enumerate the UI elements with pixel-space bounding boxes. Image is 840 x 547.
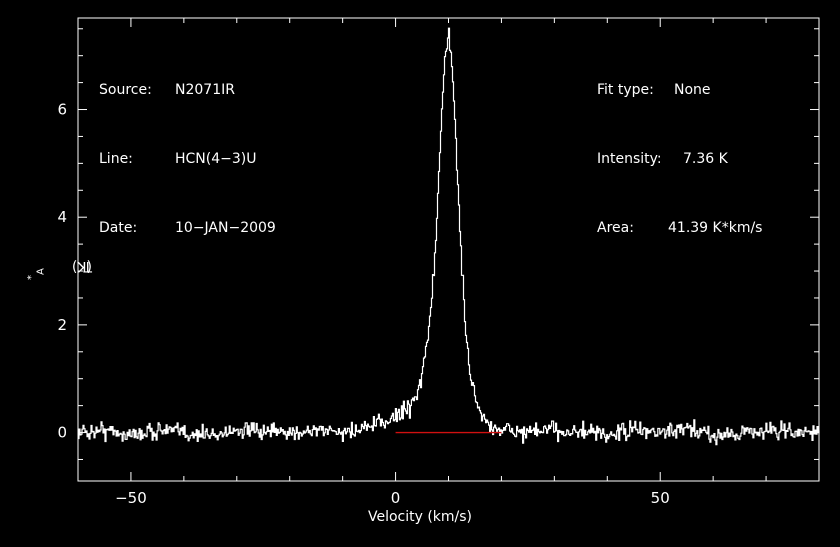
intensity-value: 7.36 K: [683, 151, 728, 167]
fit-value: None: [674, 82, 711, 98]
area-label: Area:: [597, 220, 634, 236]
date-value: 10−JAN−2009: [175, 220, 276, 236]
area-row: Area: 41.39 K*km/s: [597, 217, 762, 240]
y-label-sub: A: [35, 268, 47, 275]
series-layer: [78, 27, 820, 446]
x-axis-label: Velocity (km/s): [367, 509, 473, 525]
date-row: Date: 10−JAN−2009: [99, 217, 276, 240]
x-tick-label: −50: [115, 489, 147, 507]
x-tick-label: 50: [651, 489, 670, 507]
spectrum-info-right: Fit type: None Intensity: 7.36 K Area: 41.3…: [597, 33, 762, 263]
y-tick-label: 4: [57, 208, 67, 226]
y-axis-label: T *A (K): [20, 214, 92, 284]
fit-label: Fit type:: [597, 82, 654, 98]
y-label-sup: *: [26, 275, 37, 280]
y-tick-label: 2: [57, 316, 67, 334]
intensity-row: Intensity: 7.36 K: [597, 148, 762, 171]
intensity-label: Intensity:: [597, 151, 662, 167]
fit-row: Fit type: None: [597, 79, 762, 102]
y-tick-label: 6: [57, 101, 67, 119]
date-label: Date:: [99, 220, 138, 236]
y-label-unit: (K): [71, 258, 92, 274]
x-tick-label: 0: [391, 489, 401, 507]
line-row: Line: HCN(4−3)U: [99, 148, 276, 171]
spectrum-info-left: Source: N2071IR Line: HCN(4−3)U Date: 10−JA…: [99, 33, 276, 263]
spectrum-line: [78, 27, 820, 446]
area-value: 41.39 K*km/s: [668, 220, 763, 236]
source-value: N2071IR: [175, 82, 235, 98]
source-row: Source: N2071IR: [99, 79, 276, 102]
source-label: Source:: [99, 82, 152, 98]
axes-layer: −50 0 50 0 2 4 6: [57, 17, 820, 507]
line-value: HCN(4−3)U: [175, 151, 257, 167]
y-tick-label: 0: [57, 424, 67, 442]
line-label: Line:: [99, 151, 133, 167]
y-axis-label-text: T *A (K): [26, 258, 92, 280]
